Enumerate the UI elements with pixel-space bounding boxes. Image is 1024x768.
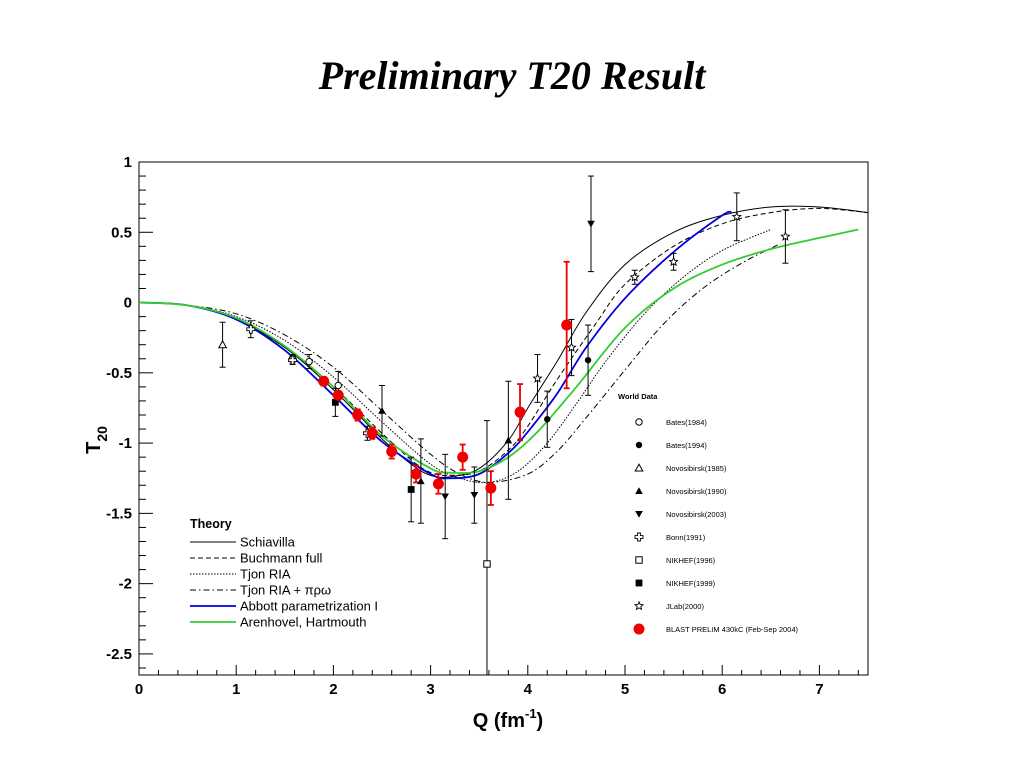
world-data-legend: World Data Bates(1984) Bates(1994) Novosib… (618, 392, 799, 635)
y-tick-label: -2 (119, 576, 132, 593)
x-tick-label: 2 (329, 681, 337, 698)
data-point-star-open (532, 373, 543, 383)
world-data-legend-title: World Data (618, 392, 658, 401)
y-tick-label: -1 (119, 435, 132, 452)
legend-marker (635, 418, 643, 426)
x-tick-label: 7 (815, 681, 823, 698)
data-point-circle-red (485, 482, 497, 494)
y-tick-label: -1.5 (106, 505, 132, 522)
data-point-circle-red (410, 468, 422, 480)
data-point-triangle-open (217, 339, 228, 349)
legend-marker (633, 623, 645, 635)
y-tick-label: 0 (124, 295, 132, 312)
data-point-circle-red (318, 375, 330, 387)
data-markers (217, 211, 791, 568)
data-point-circle-open (305, 357, 313, 366)
data-point-star-open (780, 231, 791, 241)
data-legend-label: Bates(1984) (666, 418, 707, 427)
data-point-circle-filled (544, 416, 551, 423)
x-tick-label: 1 (232, 681, 240, 698)
legend-marker (635, 510, 643, 518)
theory-curve-4 (138, 210, 733, 480)
legend-marker (635, 579, 643, 587)
theory-curve-3 (138, 243, 781, 483)
data-point-circle-red (352, 409, 364, 421)
data-point-circle-red (332, 389, 344, 401)
data-point-star-open (731, 211, 742, 222)
data-point-triangle-filled (417, 477, 425, 485)
y-tick-label: 1 (124, 154, 132, 171)
data-point-circle-red (432, 478, 444, 490)
data-point-circle-red (457, 451, 469, 463)
x-tick-label: 4 (524, 681, 533, 698)
data-point-star-open (629, 271, 640, 282)
y-tick-label: -2.5 (106, 646, 132, 663)
data-point-cross-open (288, 355, 298, 365)
theory-legend-label: Tjon RIA + πρω (240, 583, 331, 598)
theory-legend-title: Theory (190, 517, 232, 531)
data-point-triangle-filled (378, 406, 386, 414)
theory-curve-5 (138, 228, 859, 474)
data-legend-label: NIKHEF(1996) (666, 556, 716, 565)
theory-legend-label: Tjon RIA (240, 567, 291, 582)
theory-curve-1 (138, 207, 869, 476)
legend-marker (633, 600, 645, 611)
x-tick-label: 0 (135, 681, 143, 698)
theory-legend-label: Schiavilla (240, 535, 296, 550)
data-point-square-filled (331, 398, 339, 406)
slide-title: Preliminary T20 Result (318, 53, 706, 98)
data-point-circle-filled (584, 356, 592, 364)
theory-curve-0 (138, 205, 869, 478)
plot-frame: 0 1 2 3 4 5 6 7 1 0.5 0 -0.5 -1 -1.5 -2 -2.5 (106, 154, 869, 698)
data-point-cross-open (246, 324, 256, 334)
x-tick-label: 3 (426, 681, 434, 698)
y-tick-label: -0.5 (106, 365, 132, 382)
plot-border (138, 161, 869, 676)
data-point-star-open (566, 342, 577, 352)
data-legend-label: Bates(1994) (666, 441, 707, 450)
data-point-circle-red (514, 406, 526, 418)
data-legend-label: Novosibirsk(2003) (666, 510, 727, 519)
data-legend-label: BLAST PRELIM 430kC (Feb-Sep 2004) (666, 625, 799, 634)
data-point-circle-open (334, 381, 342, 390)
data-legend-label: NIKHEF(1999) (666, 579, 716, 588)
data-legend-label: Novosibirsk(1990) (666, 487, 727, 496)
data-legend-label: JLab(2000) (666, 602, 704, 611)
legend-marker (634, 463, 644, 472)
theory-legend-label: Buchmann full (240, 551, 322, 566)
data-point-star-open (668, 256, 679, 267)
data-point-triangledown-filled (441, 493, 449, 501)
y-axis-title: T20 (83, 426, 110, 454)
data-point-square-filled (407, 486, 415, 493)
data-point-square-open (483, 560, 491, 568)
theory-legend-label: Abbott parametrization I (240, 599, 378, 614)
theory-legend-label: Arenhovel, Hartmouth (240, 615, 366, 630)
y-tick-label: 0.5 (111, 224, 132, 241)
data-legend-label: Bonn(1991) (666, 533, 706, 542)
data-point-triangle-filled (504, 436, 513, 444)
data-point-circle-red (386, 446, 398, 458)
legend-marker (635, 441, 643, 449)
data-point-triangledown-filled (587, 220, 595, 228)
data-point-circle-red (366, 427, 378, 439)
legend-marker (634, 532, 644, 542)
theory-curve-2 (138, 229, 771, 484)
theory-curves (138, 205, 869, 484)
legend-marker (635, 556, 643, 564)
svg-text:T20: T20 (83, 426, 110, 454)
x-tick-label: 6 (718, 681, 726, 698)
x-axis-title: Q (fm-1) (473, 706, 543, 732)
legend-marker (635, 487, 643, 495)
data-legend-label: Novosibirsk(1985) (666, 464, 727, 473)
data-point-triangledown-filled (470, 492, 479, 499)
x-tick-label: 5 (621, 681, 629, 698)
data-point-circle-red (561, 319, 573, 331)
